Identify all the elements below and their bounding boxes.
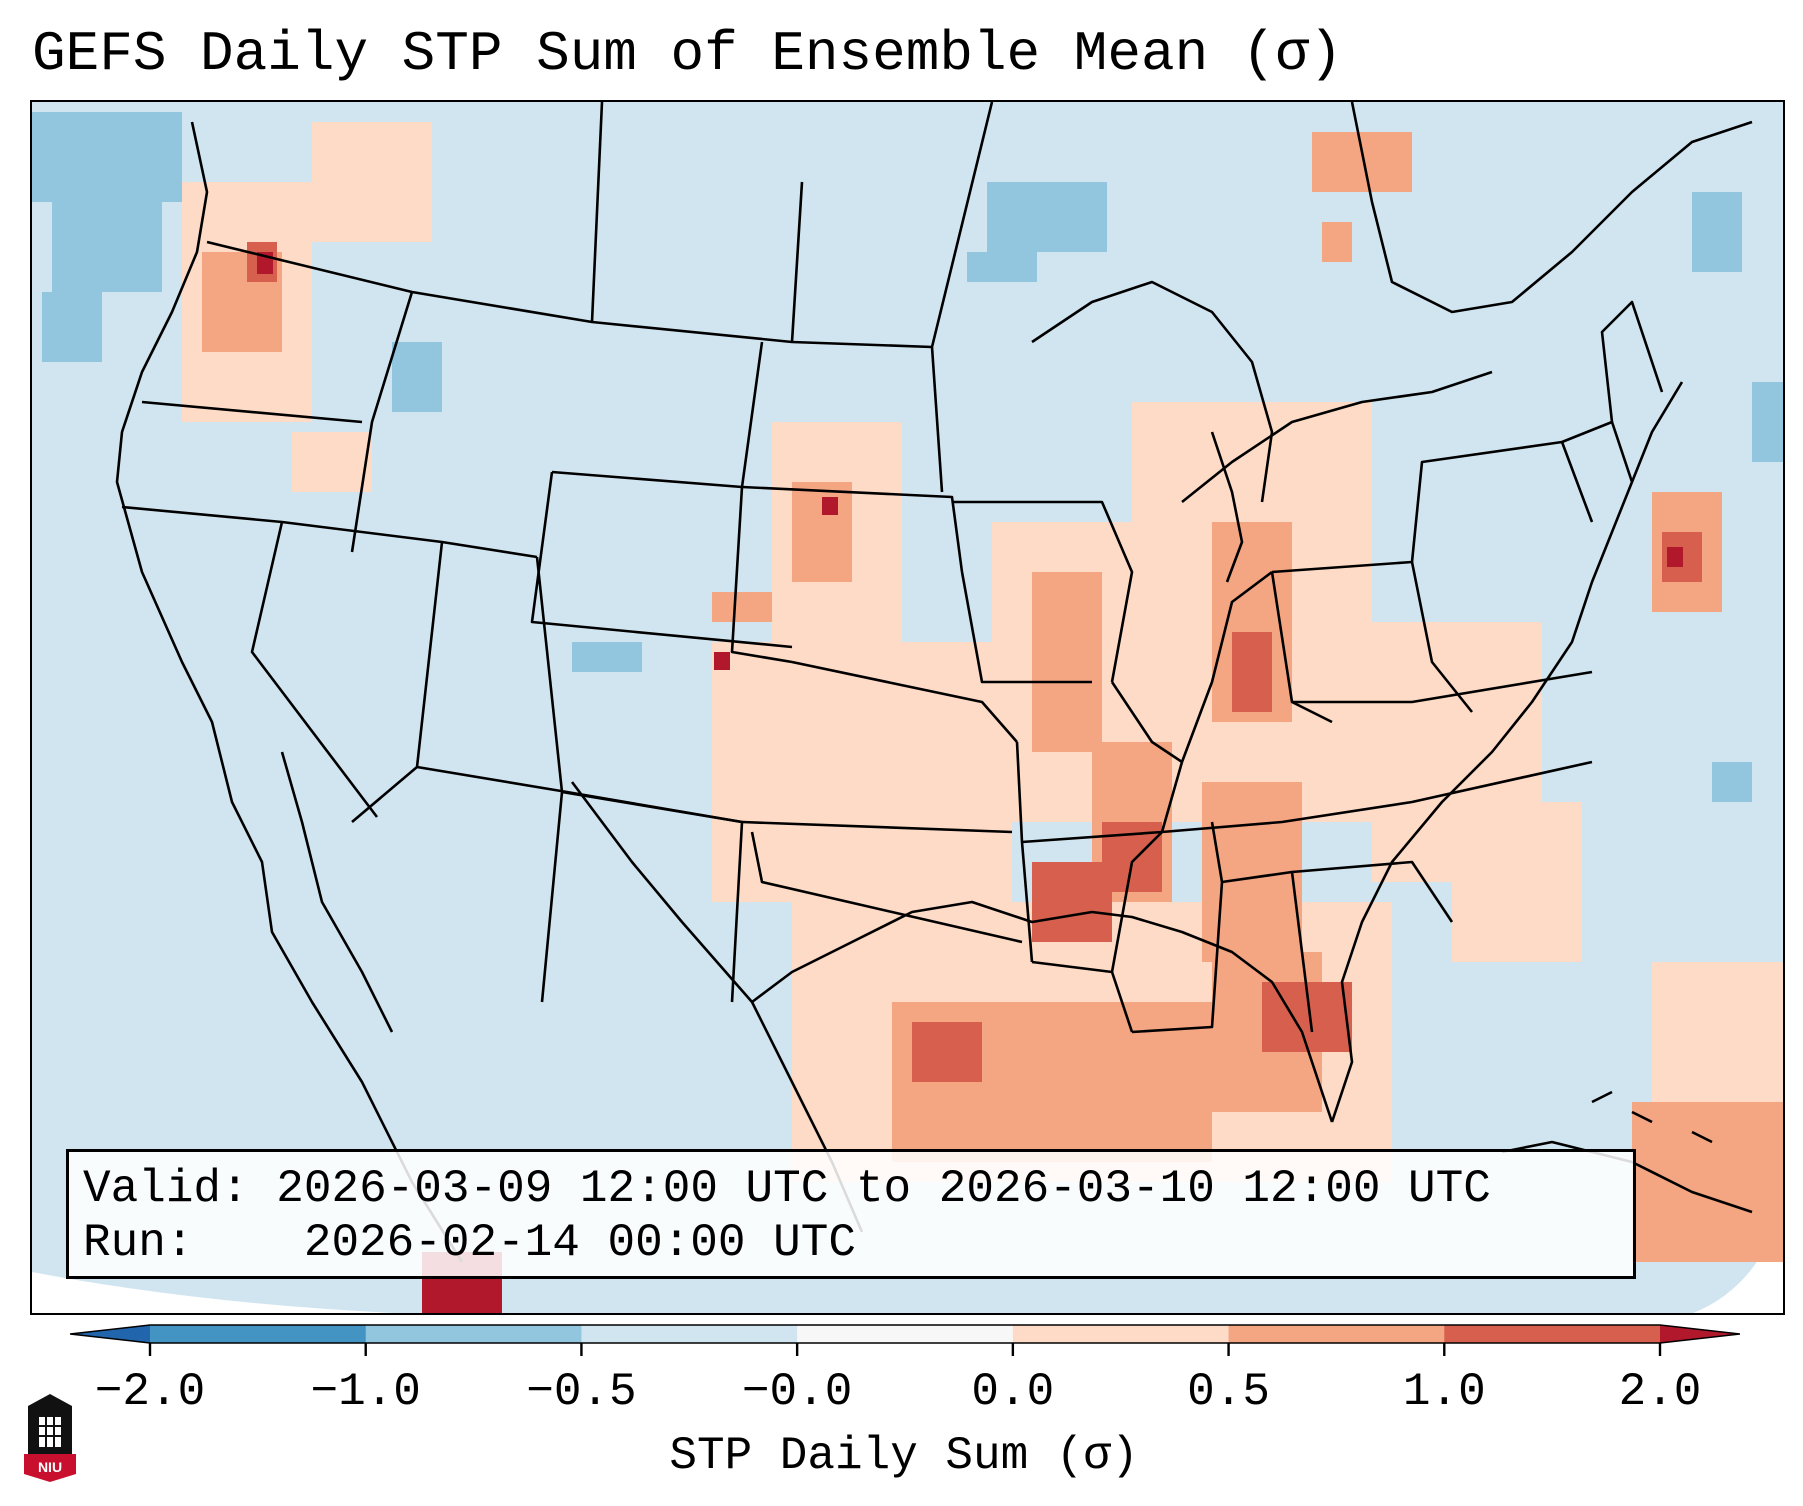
louisiana-strong-patch <box>1032 862 1112 942</box>
gulf-strong-patch <box>912 1022 982 1082</box>
colorbar-tick-label: 1.0 <box>1402 1366 1486 1418</box>
pacific-coastline <box>115 121 464 1263</box>
colorbar-tick-label: 2.0 <box>1618 1366 1702 1418</box>
colorbar-bin <box>797 1325 1014 1343</box>
pacific-blue-patch <box>52 202 162 292</box>
state-border <box>741 485 964 573</box>
colorbar-over-arrow <box>1660 1325 1740 1343</box>
state-border <box>741 820 1013 834</box>
state-border <box>952 500 1134 683</box>
nevada-light-patch <box>292 432 372 492</box>
state-border <box>791 660 1018 743</box>
pnw-light-patch <box>312 122 432 242</box>
colorbar-ticks <box>148 1343 1662 1356</box>
state-border <box>1161 760 1593 834</box>
atlantic-blue-patch <box>1712 762 1752 802</box>
state-border <box>1110 831 1163 973</box>
state-border <box>1110 681 1183 764</box>
map-svg <box>32 102 1783 1313</box>
colorbar-bin <box>1012 1325 1230 1343</box>
pacific-blue-patch <box>42 292 102 362</box>
great-lakes-outline <box>1031 280 1274 503</box>
colorbar-tick-label: −2.0 <box>94 1366 206 1418</box>
state-border <box>1600 300 1664 423</box>
nebraska-extreme-cell <box>822 497 838 515</box>
colorbar-tick-label: −0.0 <box>741 1366 853 1418</box>
colorbar-bin <box>1444 1325 1661 1343</box>
colorbar-tick-label: −1.0 <box>310 1366 421 1418</box>
chart-title: GEFS Daily STP Sum of Ensemble Mean (σ) <box>32 22 1343 86</box>
colorbar-bin <box>150 1325 367 1343</box>
baja-coastline <box>280 751 394 1033</box>
texas-light-patch <box>712 642 1012 902</box>
indiana-strong-patch <box>1232 632 1272 712</box>
colorbar-under-arrow <box>70 1325 150 1343</box>
pacific-blue-patch <box>32 112 182 202</box>
projection-outside-area <box>32 1272 395 1313</box>
midwest-mid-patch <box>1032 572 1102 752</box>
colorbar-tick-label: −0.5 <box>526 1366 637 1418</box>
atlantic-blue-patch <box>1752 382 1783 462</box>
atlantic-extreme-cell <box>1667 547 1683 567</box>
colorbar-outline <box>70 1324 1740 1344</box>
run-label: Run: <box>83 1217 194 1269</box>
colorado-blue-patch <box>572 642 642 672</box>
canada-blue-patch <box>967 252 1037 282</box>
colorbar <box>70 1324 1740 1356</box>
state-border <box>141 400 363 424</box>
positive-patches <box>182 122 1783 1313</box>
state-border <box>1410 561 1474 713</box>
st-lawrence-outline <box>1350 102 1753 314</box>
state-border <box>1291 860 1454 923</box>
state-border <box>530 471 793 649</box>
atlantic-coastline <box>1330 381 1684 1123</box>
state-border <box>1131 821 1224 1034</box>
colorbar-label: STP Daily Sum (σ) <box>669 1430 1139 1482</box>
quebec-mid-patch <box>1312 132 1412 192</box>
state-border <box>750 831 1023 944</box>
state-border <box>121 505 538 559</box>
bahamas-outline <box>1591 1090 1713 1144</box>
valid-run-box: Valid: 2026-03-09 12:00 UTC to 2026-03-1… <box>66 1149 1636 1279</box>
map-outlines <box>115 102 1753 1263</box>
negative-patches <box>32 112 1783 802</box>
state-border <box>1271 440 1594 574</box>
canada-blue-patch <box>987 182 1107 252</box>
map-panel <box>30 100 1785 1315</box>
valid-label: Valid: <box>83 1163 249 1215</box>
logo-text: NIU <box>38 1459 62 1475</box>
state-border <box>790 181 804 343</box>
valid-value: 2026-03-09 12:00 UTC to 2026-03-10 12:00… <box>276 1163 1491 1215</box>
gulf-coastline <box>751 900 1334 1123</box>
state-border <box>930 102 994 348</box>
great-basin-blue-patch <box>392 342 442 412</box>
colorbar-bins <box>150 1325 1661 1343</box>
colorado-mid-patch <box>712 592 772 622</box>
university-tower-icon: NIU <box>24 1394 76 1482</box>
state-border <box>930 346 944 493</box>
state-border <box>1180 570 1273 763</box>
run-value: 2026-02-14 00:00 UTC <box>303 1217 856 1269</box>
colorbar-bin <box>365 1325 582 1343</box>
colorbar-bin <box>1228 1325 1445 1343</box>
state-border <box>590 102 604 323</box>
northeast-blue-patch <box>1692 192 1742 272</box>
colorbar-bin <box>581 1325 798 1343</box>
colorbar-tick-label: 0.0 <box>971 1366 1055 1418</box>
quebec-mid-patch <box>1322 222 1352 262</box>
atlantic-light-patch <box>1452 802 1582 962</box>
state-border <box>960 571 1092 684</box>
state-border <box>730 486 793 664</box>
state-border <box>350 291 414 553</box>
colorbar-tick-label: 0.5 <box>1187 1366 1270 1418</box>
lake-michigan-outline <box>1210 431 1244 583</box>
colorado-extreme-cell <box>714 652 730 670</box>
state-border <box>1292 670 1593 704</box>
caribbean-mid-patch <box>1632 1102 1783 1262</box>
state-border <box>250 521 379 818</box>
